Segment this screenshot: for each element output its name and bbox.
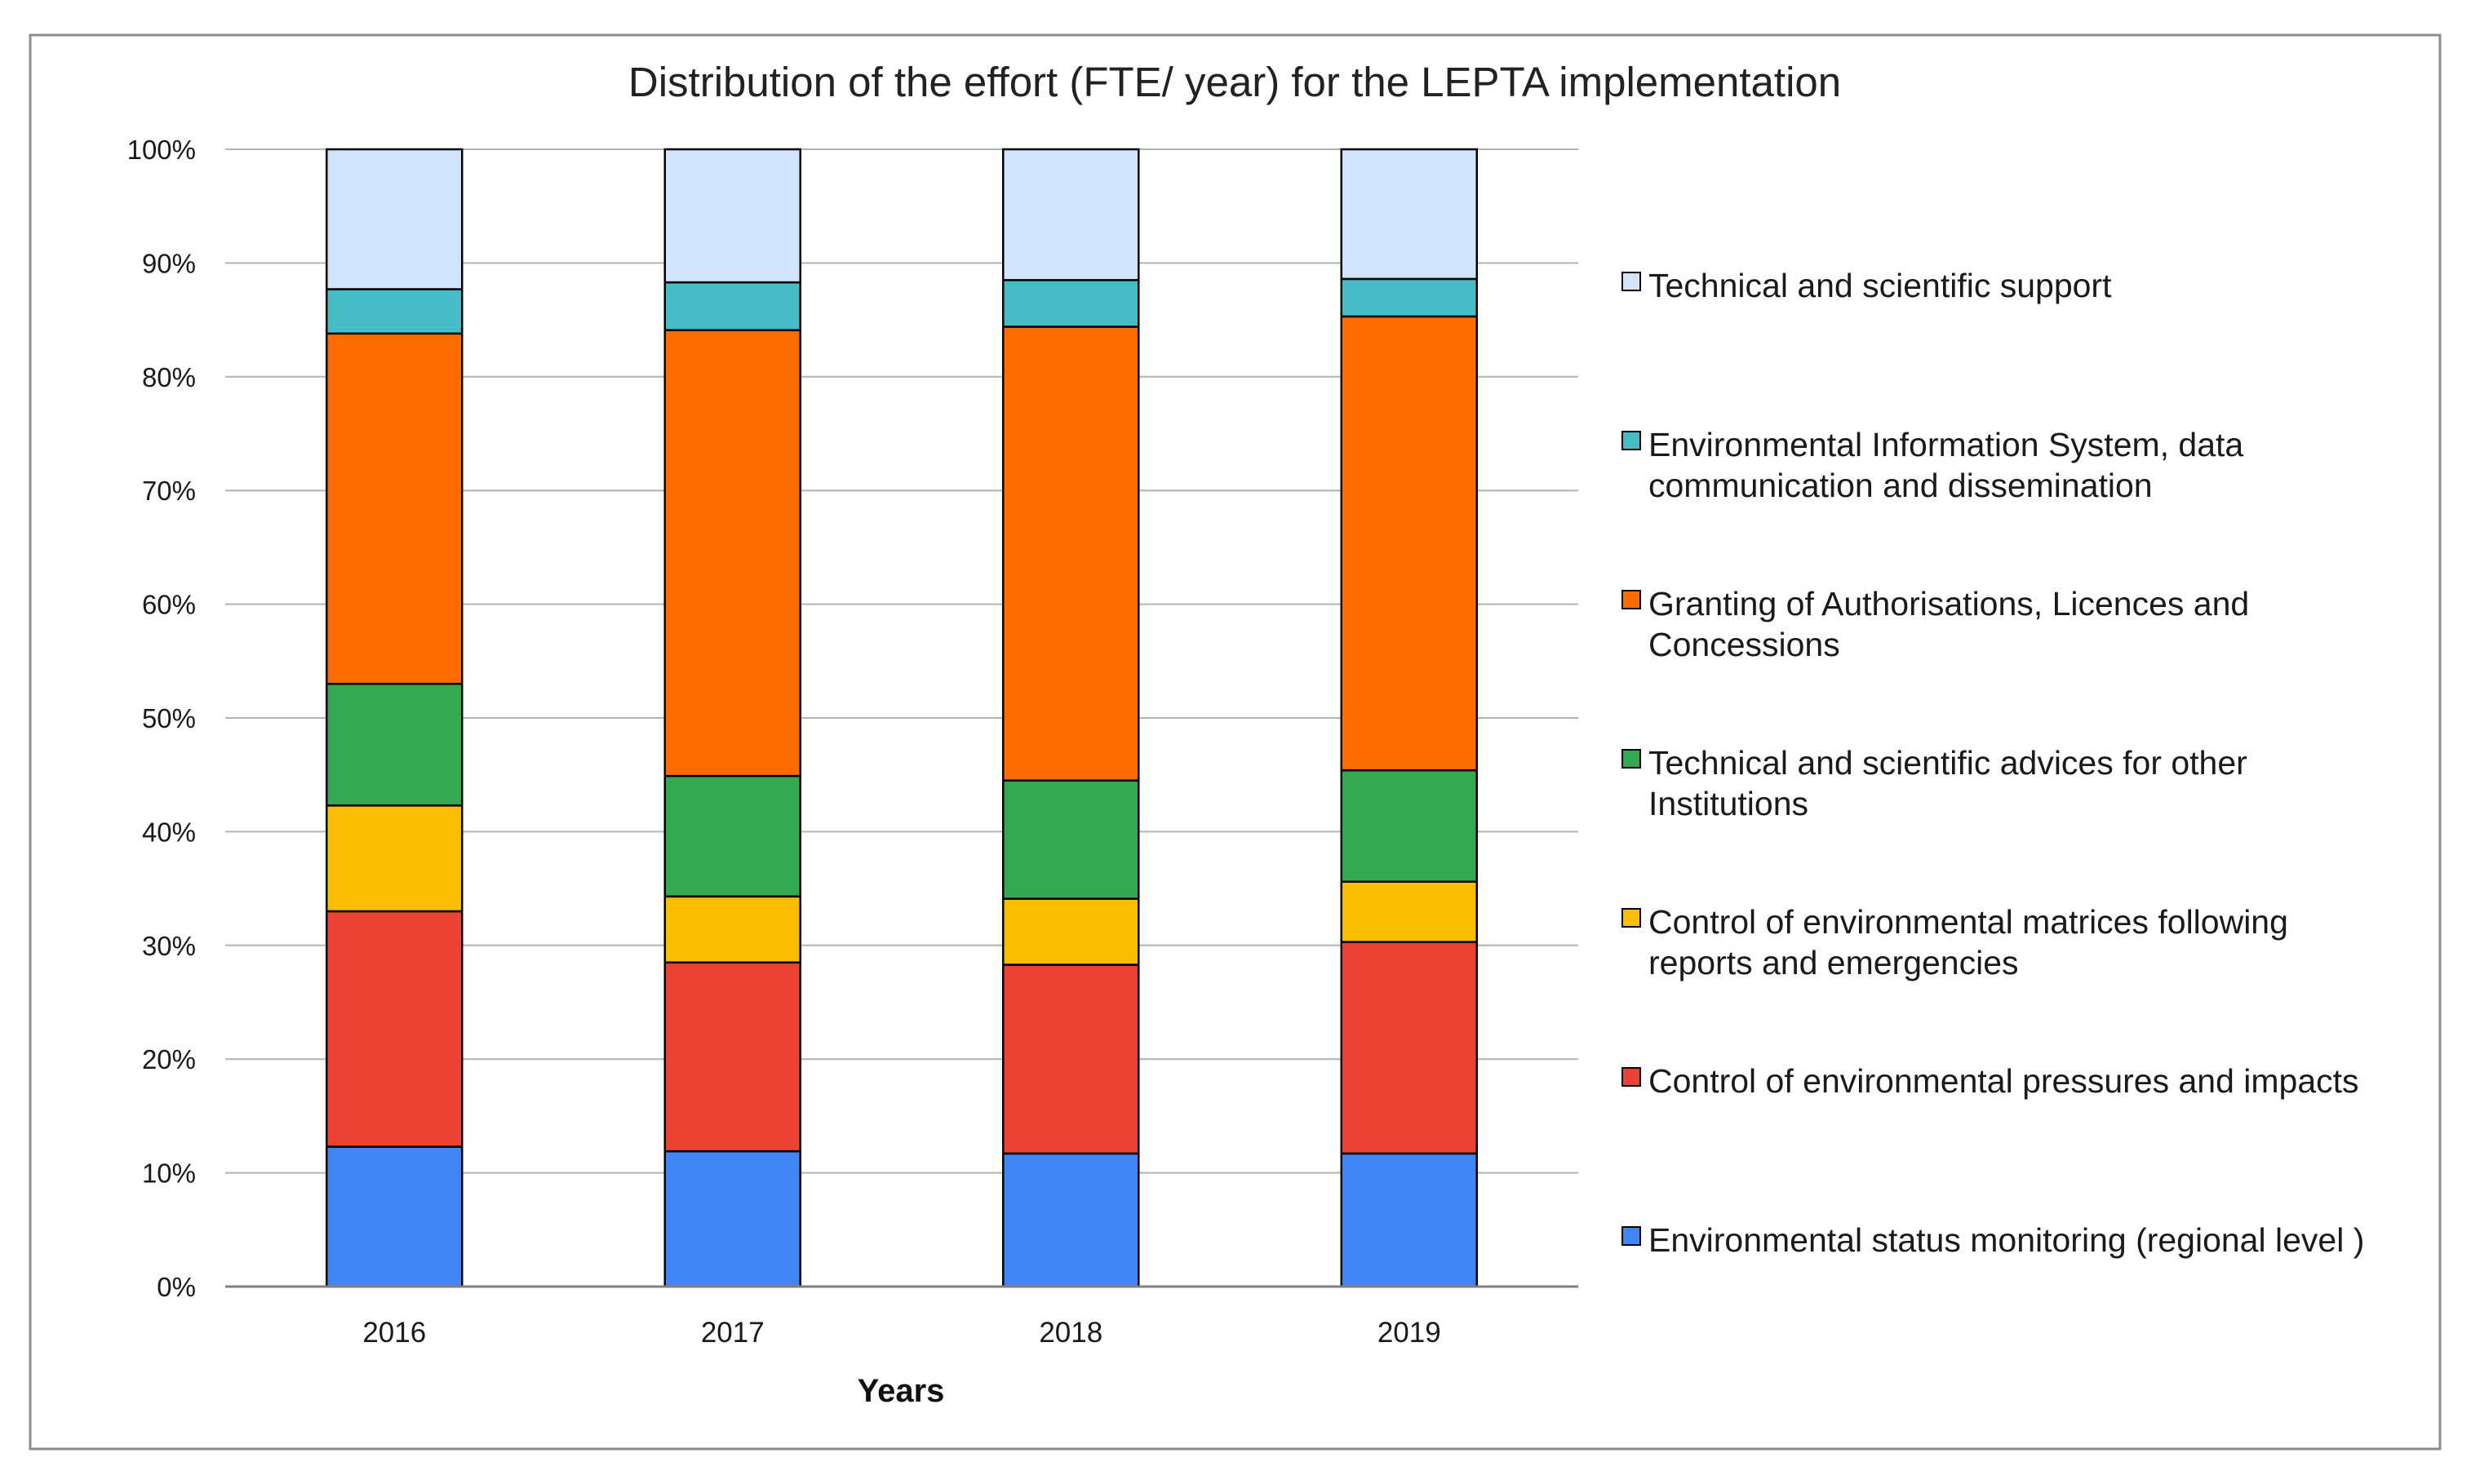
y-tick-label: 30% bbox=[142, 931, 196, 961]
bar-segment bbox=[1002, 779, 1140, 900]
legend-label: Concessions bbox=[1648, 626, 1840, 663]
y-tick-label: 80% bbox=[142, 362, 196, 392]
stacked-bars bbox=[326, 148, 1478, 1288]
x-axis-title: Years bbox=[858, 1373, 945, 1409]
bar-segment bbox=[326, 1145, 464, 1288]
bar-segment bbox=[663, 895, 801, 963]
bar-segment bbox=[1002, 1152, 1140, 1288]
y-tick-label: 70% bbox=[142, 476, 196, 506]
y-tick-label: 40% bbox=[142, 817, 196, 847]
legend-label: Control of environmental matrices follow… bbox=[1648, 903, 2288, 941]
legend-swatch bbox=[1621, 272, 1641, 291]
legend-label: Control of environmental pressures and i… bbox=[1648, 1062, 2359, 1100]
y-tick-label: 0% bbox=[157, 1272, 196, 1302]
y-tick-label: 100% bbox=[127, 135, 196, 165]
bar-segment bbox=[326, 910, 464, 1148]
bar-segment bbox=[1340, 769, 1478, 883]
legend-label: reports and emergencies bbox=[1648, 944, 2019, 981]
legend-swatch bbox=[1621, 590, 1641, 609]
bar-segment bbox=[326, 332, 464, 685]
y-tick-label: 10% bbox=[142, 1158, 196, 1189]
legend-label: Institutions bbox=[1648, 785, 1808, 822]
x-tick-label: 2016 bbox=[362, 1317, 426, 1349]
bar-segment bbox=[1002, 279, 1140, 328]
x-tick-label: 2019 bbox=[1377, 1317, 1441, 1349]
bar-segment bbox=[326, 804, 464, 913]
legend-label: communication and dissemination bbox=[1648, 467, 2153, 504]
y-tick-label: 20% bbox=[142, 1044, 196, 1074]
legend-label: Technical and scientific support bbox=[1648, 267, 2112, 304]
legend: Technical and scientific support Environm… bbox=[1621, 267, 2364, 1259]
bar-segment bbox=[326, 682, 464, 807]
x-tick-label: 2017 bbox=[701, 1317, 765, 1349]
chart-title: Distribution of the effort (FTE/ year) f… bbox=[628, 59, 1841, 105]
bar-segment bbox=[1340, 148, 1478, 281]
legend-label: Environmental Information System, data bbox=[1648, 426, 2243, 463]
bar-segment bbox=[1002, 897, 1140, 966]
bar-segment bbox=[1002, 326, 1140, 782]
bar-segment bbox=[326, 288, 464, 335]
bar-segment bbox=[1340, 315, 1478, 772]
bar-segment bbox=[663, 148, 801, 284]
bar-segment bbox=[663, 1150, 801, 1288]
x-tick-label: 2018 bbox=[1039, 1317, 1102, 1349]
legend-label: Environmental status monitoring (regiona… bbox=[1648, 1221, 2364, 1259]
bar-segment bbox=[1340, 880, 1478, 943]
legend-swatch bbox=[1621, 431, 1641, 450]
legend-swatch bbox=[1621, 749, 1641, 769]
y-tick-label: 50% bbox=[142, 703, 196, 733]
bar-segment bbox=[663, 961, 801, 1153]
legend-label: Technical and scientific advices for oth… bbox=[1648, 744, 2247, 782]
bar-segment bbox=[1340, 277, 1478, 318]
legend-swatch bbox=[1621, 1067, 1641, 1087]
y-axis-tick-labels: 0% 10% 20% 30% 40% 50% 60% 70% 80% 90% 100% bbox=[127, 135, 196, 1302]
bar-segment bbox=[663, 774, 801, 898]
bar-segment bbox=[1002, 148, 1140, 281]
y-tick-label: 90% bbox=[142, 248, 196, 278]
bar-segment bbox=[663, 281, 801, 331]
bar-segment bbox=[1340, 1152, 1478, 1288]
bar-segment bbox=[326, 148, 464, 290]
bar-segment bbox=[663, 329, 801, 777]
bar-segment bbox=[1340, 941, 1478, 1155]
legend-swatch bbox=[1621, 908, 1641, 928]
x-axis-tick-labels: 2016 2017 2018 2019 bbox=[362, 1317, 1440, 1349]
legend-label: Granting of Authorisations, Licences and bbox=[1648, 585, 2249, 622]
bar-segment bbox=[1002, 963, 1140, 1155]
legend-swatch bbox=[1621, 1226, 1641, 1246]
y-tick-label: 60% bbox=[142, 590, 196, 620]
